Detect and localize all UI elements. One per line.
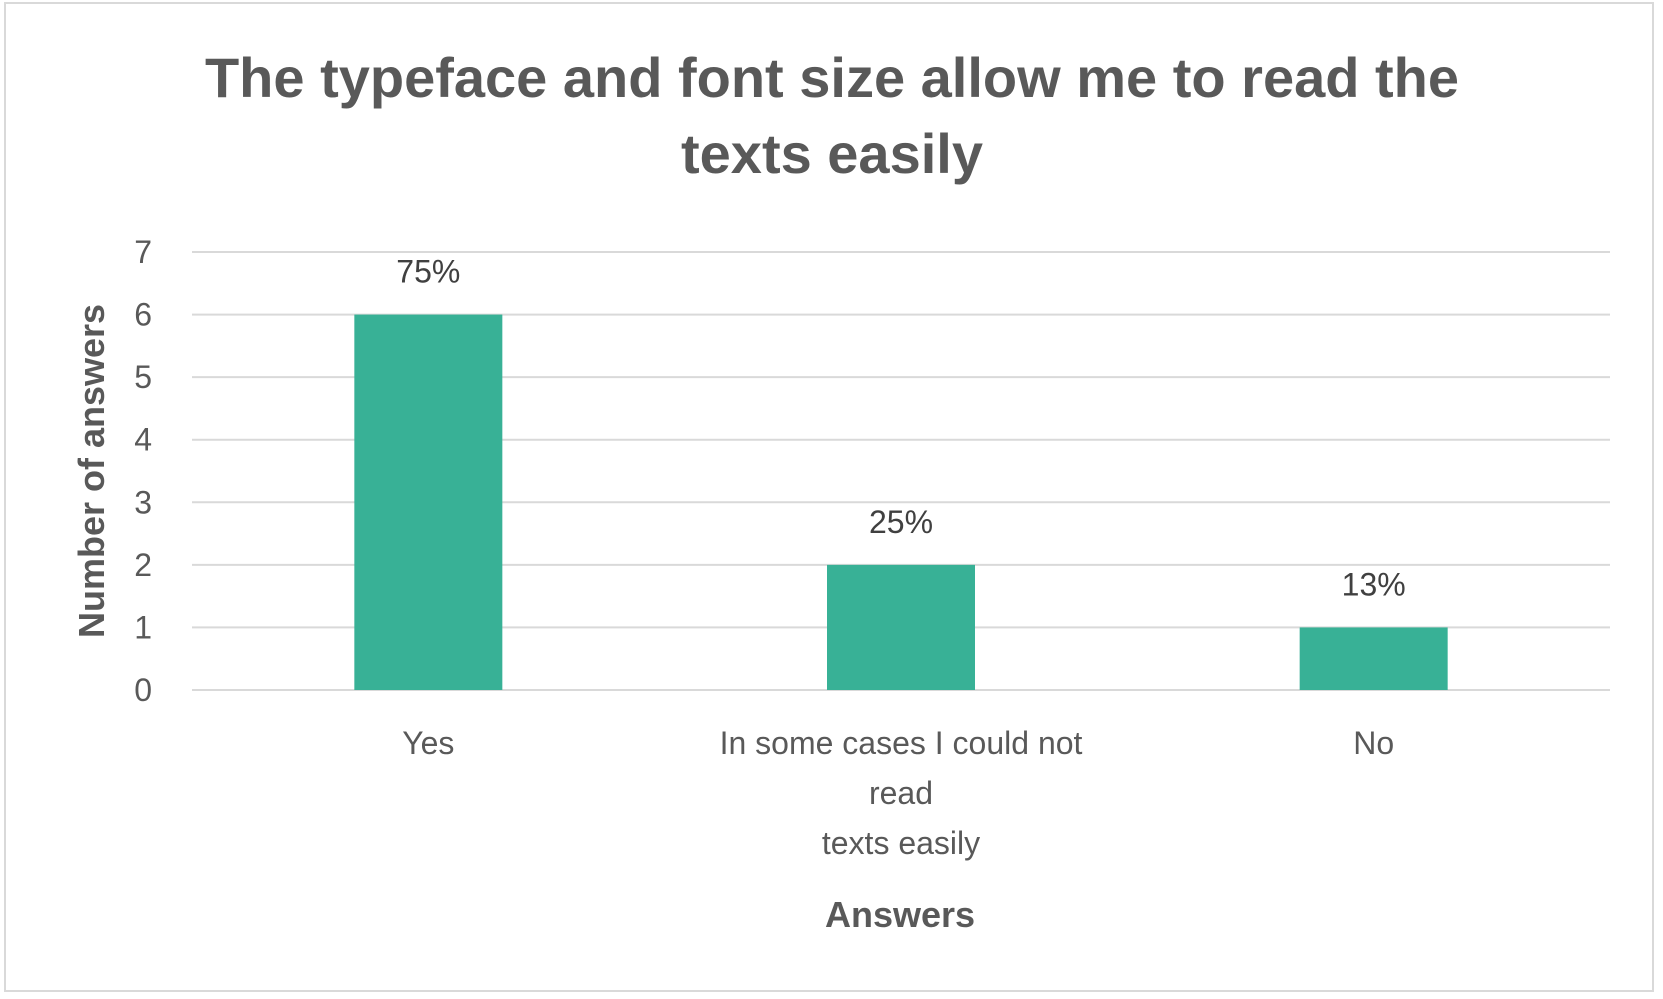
x-tick-label: In some cases I could not read texts easil…	[720, 725, 1083, 861]
y-tick-label: 4	[134, 422, 152, 458]
bar	[827, 564, 975, 690]
y-tick-label: 0	[134, 672, 152, 708]
y-tick-label: 7	[134, 234, 152, 270]
chart-title: The typeface and font size allow me to r…	[205, 46, 1459, 185]
y-tick-label: 2	[134, 547, 152, 583]
x-tick-label: Yes	[402, 725, 454, 761]
data-label: 13%	[1342, 566, 1406, 602]
x-axis-title: Answers	[825, 894, 975, 935]
y-tick-label: 6	[134, 297, 152, 333]
bar	[1299, 627, 1448, 690]
y-axis-title: Number of answers	[71, 304, 112, 638]
x-tick-label: No	[1353, 725, 1394, 761]
data-label: 75%	[396, 254, 460, 290]
y-tick-label: 3	[134, 484, 152, 520]
chart-frame	[4, 2, 1654, 992]
y-tick-label: 5	[134, 359, 152, 395]
x-axis-ticks: Yes In some cases I could not read texts ea…	[402, 725, 1394, 861]
y-axis-ticks: 0 1 2 3 4 5 6 7	[134, 234, 152, 708]
bars	[354, 314, 1448, 690]
chart-title-line: The typeface and font size allow me to r…	[205, 46, 1459, 109]
data-label: 25%	[869, 504, 933, 540]
y-tick-label: 1	[134, 609, 152, 645]
chart-title-line: texts easily	[681, 122, 983, 185]
data-labels: 75% 25% 13%	[396, 254, 1405, 603]
bar	[354, 314, 503, 690]
